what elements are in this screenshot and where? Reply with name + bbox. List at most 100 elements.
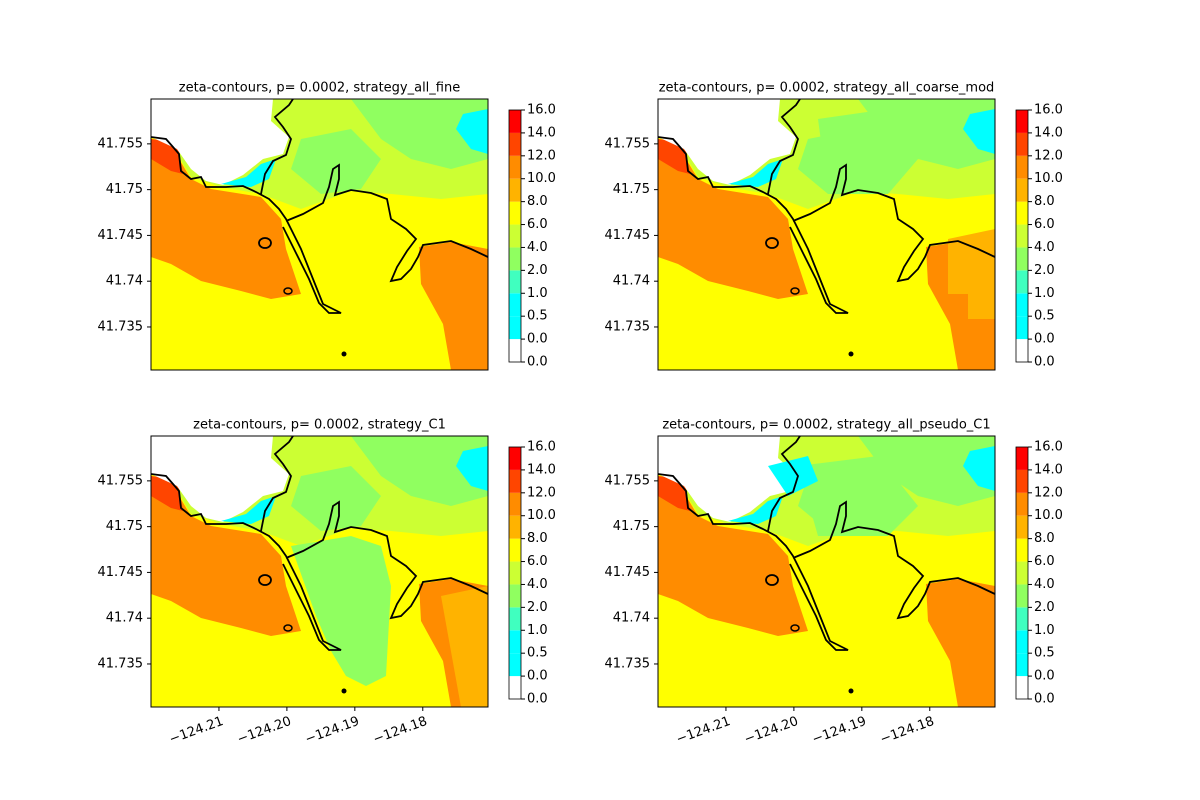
- colorbar-label: 12.0: [1034, 485, 1063, 500]
- colorbar-frame: [1015, 446, 1029, 700]
- island: [258, 574, 272, 586]
- colorbar-label: 10.0: [1034, 171, 1063, 186]
- colorbar-label: 10.0: [527, 508, 556, 523]
- colorbar-swatch: [1016, 630, 1028, 654]
- coastline: [151, 436, 488, 651]
- colorbar-swatch: [1016, 293, 1028, 317]
- colorbar-label: 0.5: [527, 646, 548, 661]
- colorbar-swatch: [509, 492, 521, 516]
- colorbar-label: 10.0: [527, 171, 556, 186]
- colorbar-label: 0.0: [1034, 692, 1055, 707]
- field-region: [858, 436, 995, 506]
- x-tick-label: −124.19: [303, 714, 361, 747]
- y-tick-label: 41.755: [98, 136, 144, 151]
- colorbar-swatch: [1016, 339, 1028, 362]
- colorbar-swatch: [509, 224, 521, 248]
- colorbar-swatch: [1016, 247, 1028, 271]
- colorbar-swatch: [509, 447, 521, 470]
- y-tick-label: 41.74: [106, 611, 143, 626]
- colorbar-label: 0.0: [527, 355, 548, 370]
- field-region: [728, 159, 783, 187]
- x-tick-label: −124.19: [810, 714, 868, 747]
- colorbar-label: 12.0: [527, 485, 556, 500]
- field-region: [963, 109, 995, 154]
- colorbar-swatch: [1016, 201, 1028, 225]
- colorbar-label: 16.0: [527, 440, 556, 455]
- colorbar-label: 0.5: [527, 309, 548, 324]
- colorbar-label: 8.0: [527, 194, 548, 209]
- panel: zeta-contours, p= 0.0002, strategy_C1 41.…: [98, 418, 556, 748]
- field-region: [658, 436, 796, 522]
- island: [790, 287, 800, 295]
- island: [848, 351, 854, 357]
- y-tick-label: 41.735: [605, 656, 651, 671]
- y-tick-label: 41.755: [98, 473, 144, 488]
- island: [765, 237, 779, 249]
- field-region: [728, 496, 783, 524]
- colorbar-swatch: [509, 293, 521, 317]
- field-region: [221, 159, 276, 187]
- y-tick-label: 41.74: [613, 611, 650, 626]
- colorbar-label: 0.5: [1034, 309, 1055, 324]
- y-tick-label: 41.735: [605, 319, 651, 334]
- colorbar-swatch: [509, 110, 521, 133]
- colorbar-label: 14.0: [1034, 462, 1063, 477]
- colorbar-frame: [508, 109, 522, 363]
- colorbar-label: 0.0: [527, 669, 548, 684]
- x-tick-label: −124.20: [235, 714, 293, 747]
- y-tick-label: 41.745: [98, 565, 144, 580]
- y-tick-label: 41.745: [605, 565, 651, 580]
- panel-title: zeta-contours, p= 0.0002, strategy_all_c…: [659, 81, 995, 96]
- y-tick-label: 41.75: [613, 182, 650, 197]
- island: [765, 574, 779, 586]
- y-tick-label: 41.75: [613, 519, 650, 534]
- colorbar-label: 6.0: [1034, 554, 1055, 569]
- colorbar-swatch: [1016, 538, 1028, 562]
- x-tick-label: −124.21: [167, 714, 225, 747]
- colorbar-swatch: [1016, 270, 1028, 294]
- field: [658, 99, 995, 370]
- colorbar-label: 4.0: [527, 240, 548, 255]
- field-region: [926, 579, 995, 707]
- colorbar-label: 8.0: [1034, 194, 1055, 209]
- x-tick-label: −124.18: [878, 714, 936, 747]
- y-tick-label: 41.735: [98, 319, 144, 334]
- colorbar-label: 4.0: [1034, 240, 1055, 255]
- colorbar-swatch: [509, 339, 521, 362]
- axes-frame: [150, 98, 489, 371]
- field-region: [351, 99, 488, 169]
- island: [258, 237, 272, 249]
- colorbar-swatch: [1016, 515, 1028, 539]
- y-tick-label: 41.75: [106, 519, 143, 534]
- field-region: [351, 436, 488, 506]
- colorbar-label: 0.0: [1034, 355, 1055, 370]
- axes-frame: [657, 98, 996, 371]
- colorbar-label: 12.0: [527, 148, 556, 163]
- colorbar-swatch: [1016, 110, 1028, 133]
- colorbar-swatch: [509, 584, 521, 608]
- field-region: [658, 486, 808, 636]
- colorbar-swatch: [509, 132, 521, 156]
- colorbar-swatch: [509, 155, 521, 179]
- colorbar-label: 12.0: [1034, 148, 1063, 163]
- colorbar-label: 0.5: [1034, 646, 1055, 661]
- axes-frame: [150, 435, 489, 708]
- colorbar-swatch: [509, 247, 521, 271]
- y-tick-label: 41.75: [106, 182, 143, 197]
- colorbar-label: 2.0: [1034, 600, 1055, 615]
- island: [790, 624, 800, 632]
- field-region: [658, 99, 796, 185]
- colorbar-label: 6.0: [527, 217, 548, 232]
- coastline: [658, 436, 995, 651]
- colorbar-swatch: [1016, 178, 1028, 202]
- colorbar-swatch: [509, 270, 521, 294]
- y-tick-label: 41.745: [98, 228, 144, 243]
- colorbar-swatch: [509, 201, 521, 225]
- colorbar-label: 16.0: [527, 103, 556, 118]
- colorbar-label: 16.0: [1034, 103, 1063, 118]
- colorbar-label: 1.0: [1034, 286, 1055, 301]
- field-region: [456, 109, 488, 154]
- colorbar-label: 8.0: [527, 531, 548, 546]
- colorbar-label: 14.0: [527, 125, 556, 140]
